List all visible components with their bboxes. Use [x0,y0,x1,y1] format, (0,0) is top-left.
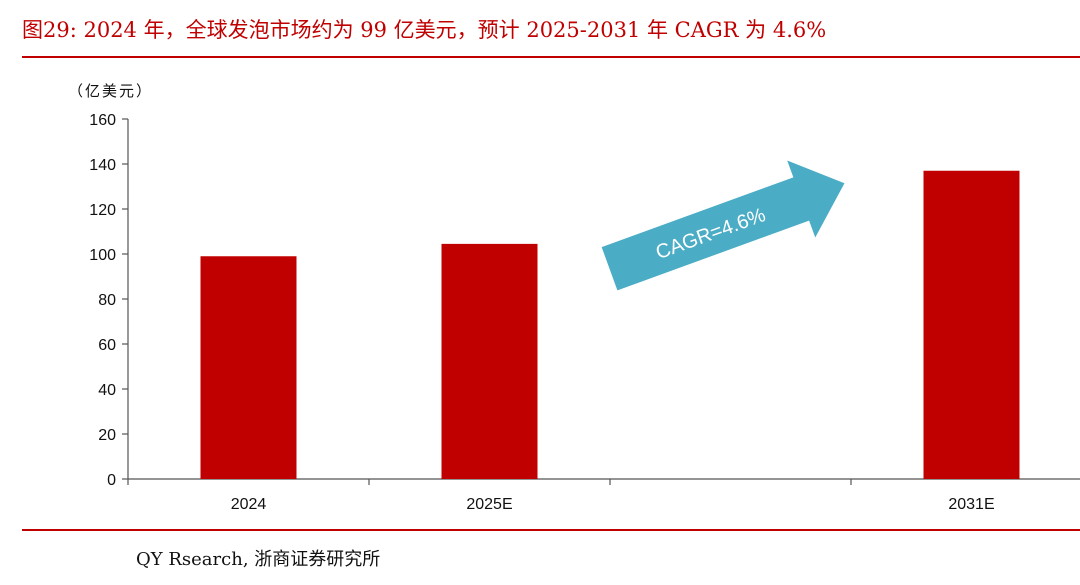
title-divider [22,56,1080,58]
y-tick-label: 160 [89,112,116,129]
y-tick-label: 0 [107,472,116,489]
y-tick-label: 20 [98,427,116,444]
y-tick-label: 80 [98,292,116,309]
bar-2031E [923,170,1020,479]
source-divider [22,529,1080,531]
y-tick-label: 100 [89,247,116,264]
x-tick-label: 2024 [231,496,267,513]
x-tick-label: 2031E [948,496,994,513]
figure-title: 图29: 2024 年，全球发泡市场约为 99 亿美元，预计 2025-2031… [22,18,827,42]
y-axis-unit-label: （亿美元） [68,82,154,100]
cagr-arrow-shape [601,160,845,291]
y-tick-label: 60 [98,337,116,354]
y-tick-label: 120 [89,202,116,219]
source-note: QY Rsearch, 浙商证券研究所 [136,549,381,570]
y-tick-label: 140 [89,157,116,174]
x-tick-label: 2025E [466,496,512,513]
bar-2025E [441,243,538,479]
bar-2024 [200,256,297,479]
y-tick-label: 40 [98,382,116,399]
cagr-arrow-annotation: CAGR=4.6% [601,160,845,291]
